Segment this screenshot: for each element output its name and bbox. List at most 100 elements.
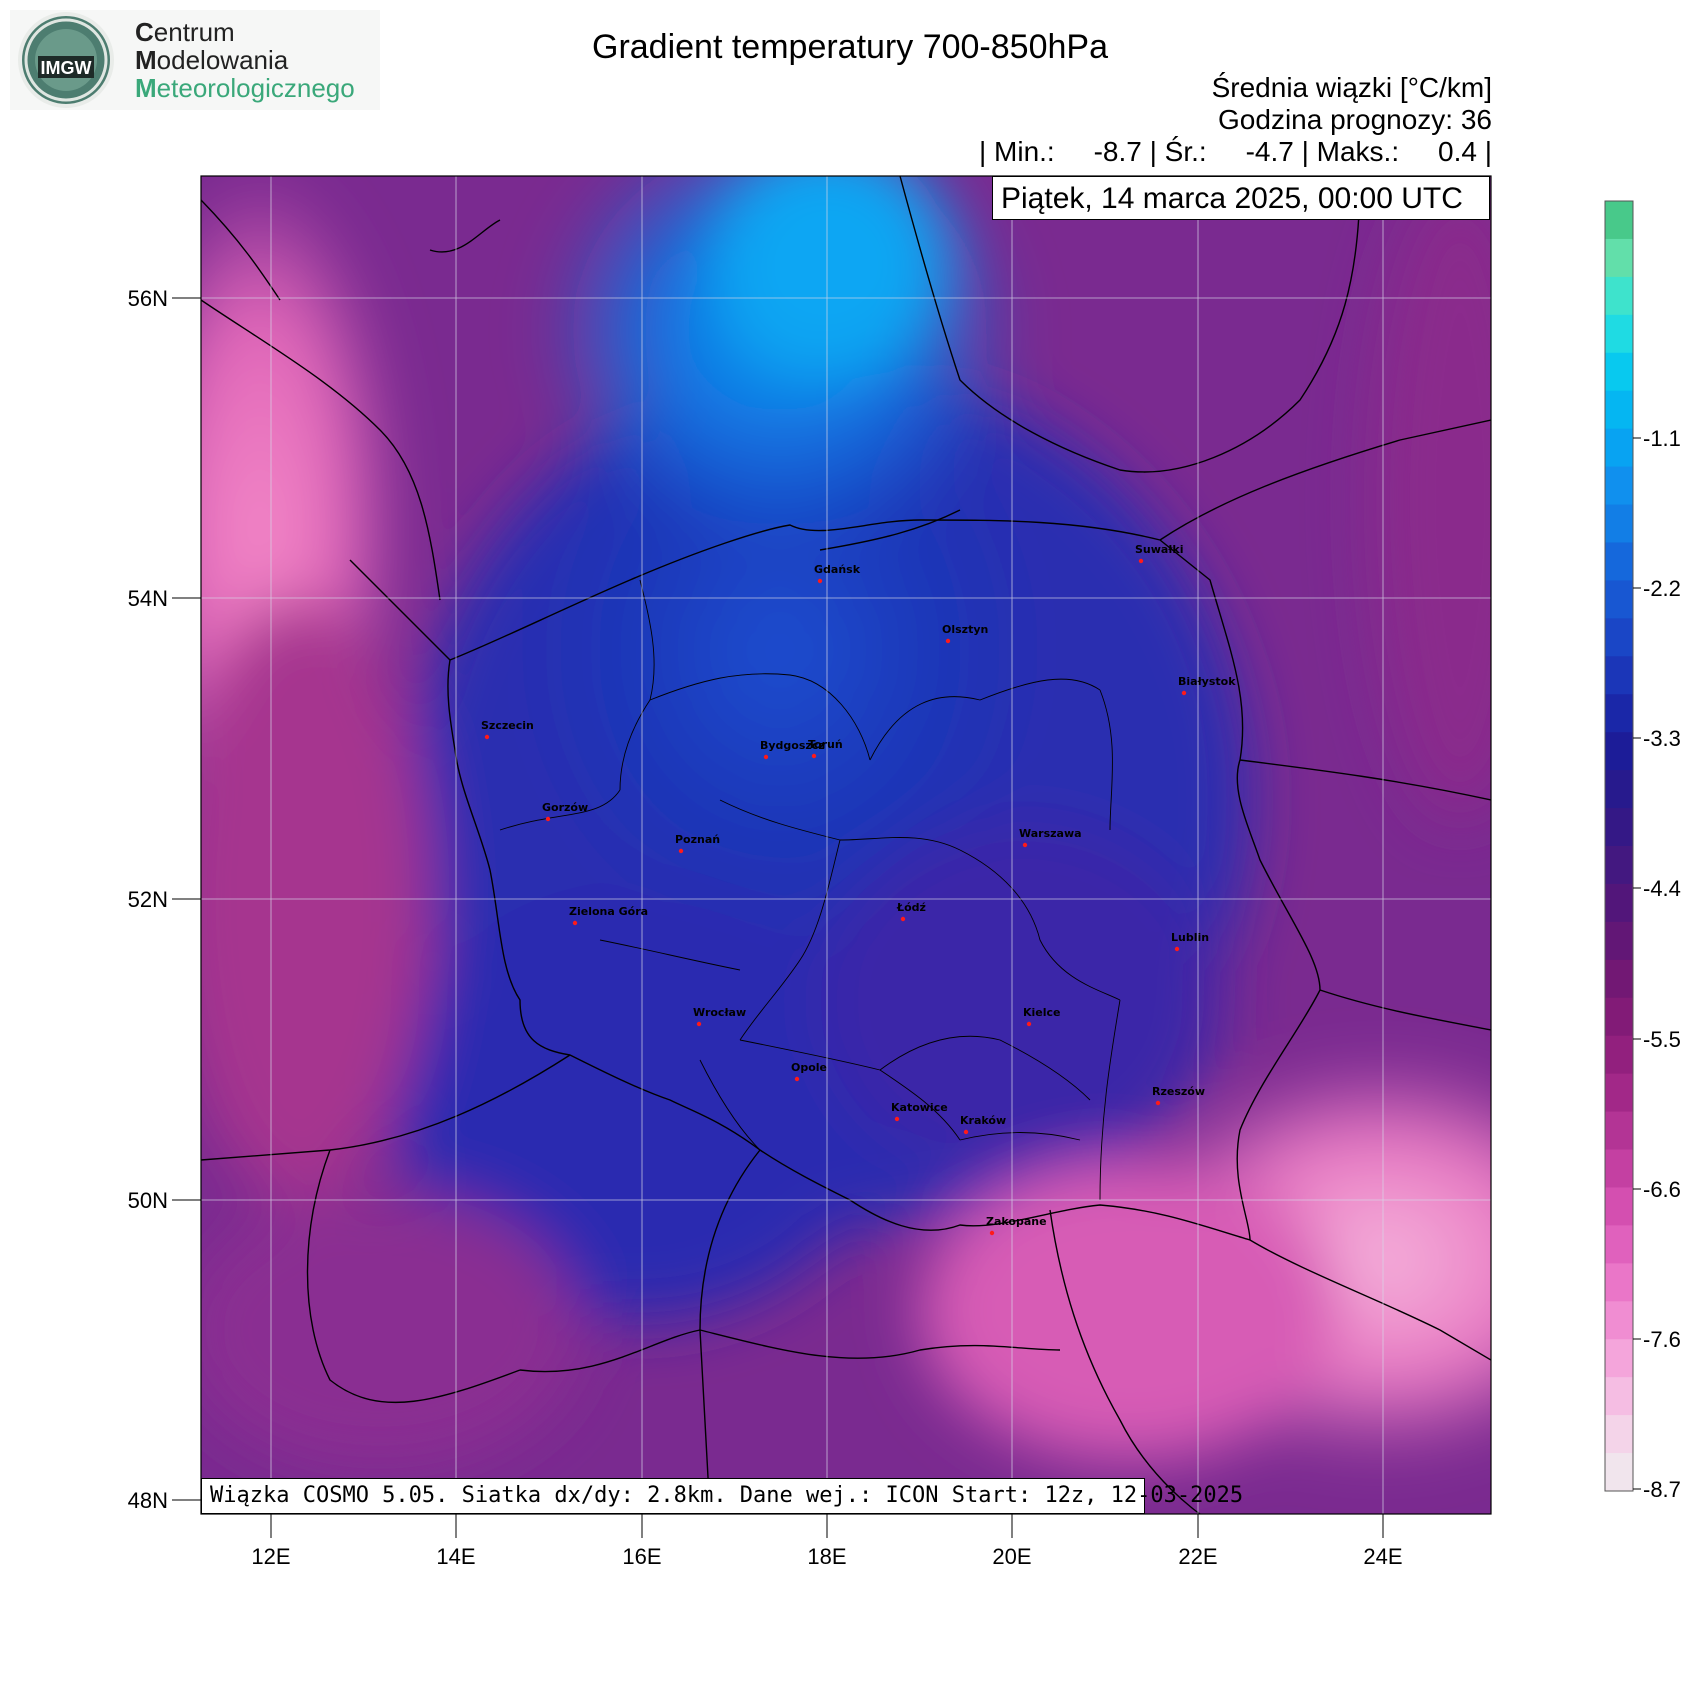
city-label: Kraków (960, 1114, 1006, 1127)
colorbar-frame (1604, 200, 1634, 1492)
city-label: Toruń (808, 738, 843, 751)
city-dot (794, 1076, 800, 1082)
logo-badge-text: IMGW (41, 58, 92, 78)
city-dot (811, 753, 817, 759)
city-dot (484, 734, 490, 740)
lon-tick-label: 20E (992, 1544, 1031, 1569)
city-dot (1022, 842, 1028, 848)
colorbar-label: -4.4 (1643, 876, 1681, 901)
city-label: Łódź (896, 901, 926, 914)
imgw-logo-icon: IMGW (18, 12, 114, 108)
city-dot (817, 578, 823, 584)
logo-line3-cap: M (135, 73, 157, 103)
colorbar-segment (1605, 846, 1633, 885)
logo-line1: entrum (153, 17, 235, 47)
colorbar-segment (1605, 504, 1633, 543)
city-dot (1155, 1100, 1161, 1106)
colorbar-segment (1605, 1111, 1633, 1151)
city-markers: Gdańsk Suwałki Olsztyn Białystok Szczecin Byd… (481, 543, 1236, 1236)
colorbar-segment (1605, 883, 1633, 923)
colorbar: -1.1 -2.2 -3.3 -4.4 -5.5 -6.6 -7.6 -8.7 (1604, 200, 1681, 1502)
colorbar-segment (1605, 1035, 1633, 1075)
colorbar-segment (1605, 1301, 1633, 1340)
city-label: Wrocław (693, 1006, 746, 1019)
graticule (201, 176, 1491, 1514)
lat-tick-label: 52N (128, 887, 168, 912)
city-label: Katowice (891, 1101, 948, 1114)
colorbar-segment (1605, 770, 1633, 809)
colorbar-label: -1.1 (1643, 426, 1681, 451)
colorbar-segment (1605, 732, 1633, 771)
colorbar-segment (1605, 1415, 1633, 1454)
logo-line2-cap: M (135, 45, 157, 75)
lon-tick-label: 12E (251, 1544, 290, 1569)
city-label: Bydgoszcz (760, 739, 825, 752)
colorbar-segment (1605, 201, 1633, 240)
colorbar-segment (1605, 618, 1633, 657)
longitude-axis: 12E 14E 16E 18E 20E 22E 24E (251, 1514, 1403, 1569)
lon-tick-label: 16E (622, 1544, 661, 1569)
colorbar-label: -5.5 (1643, 1027, 1681, 1052)
city-dot (678, 848, 684, 854)
lon-tick-label: 18E (807, 1544, 846, 1569)
city-dot (696, 1021, 702, 1027)
colorbar-segment (1605, 1149, 1633, 1188)
colorbar-label: -2.2 (1643, 576, 1681, 601)
colorbar-segment (1605, 1073, 1633, 1113)
colorbar-segment (1605, 580, 1633, 619)
city-dot (1026, 1021, 1032, 1027)
colorbar-label: -7.6 (1643, 1327, 1681, 1352)
colorbar-segment (1605, 921, 1633, 961)
lat-tick-label: 48N (128, 1488, 168, 1513)
city-label: Gorzów (542, 801, 588, 814)
colorbar-segment (1605, 1453, 1633, 1492)
lon-tick-label: 22E (1178, 1544, 1217, 1569)
colorbar-label: -8.7 (1643, 1477, 1681, 1502)
colorbar-segment (1605, 1187, 1633, 1226)
colorbar-segment (1605, 542, 1633, 581)
units-line: Średnia wiązki [°C/km] (1211, 72, 1492, 103)
city-label: Rzeszów (1152, 1085, 1205, 1098)
city-dot (1138, 558, 1144, 564)
lat-tick-label: 54N (128, 586, 168, 611)
colorbar-segment (1605, 314, 1633, 354)
colorbar-segment (1605, 997, 1633, 1037)
latitude-axis: 56N 54N 52N 50N 48N (128, 286, 201, 1513)
colorbar-segment (1605, 1225, 1633, 1264)
region-borders (499, 579, 1121, 1201)
city-label: Białystok (1178, 675, 1236, 688)
colorbar-segment (1605, 428, 1633, 468)
city-dot (963, 1129, 969, 1135)
logo-line2: odelowania (156, 45, 289, 75)
city-dot (1174, 946, 1180, 952)
map-frame (200, 175, 1492, 1515)
city-label: Opole (791, 1061, 827, 1074)
city-label: Warszawa (1019, 827, 1082, 840)
city-label: Lublin (1171, 931, 1209, 944)
lon-tick-label: 24E (1363, 1544, 1402, 1569)
logo-line1-cap: C (135, 17, 154, 47)
colorbar-segment (1605, 276, 1633, 316)
colorbar-segment (1605, 238, 1633, 278)
lat-tick-label: 56N (128, 286, 168, 311)
logo-wordmark: Centrum Modelowania Meteorologicznego (135, 18, 355, 102)
city-dot (894, 1116, 900, 1122)
city-dot (763, 754, 769, 760)
city-label: Suwałki (1135, 543, 1184, 556)
colorbar-label: -6.6 (1643, 1177, 1681, 1202)
city-label: Olsztyn (942, 623, 988, 636)
map-title: Gradient temperatury 700-850hPa (592, 28, 1108, 66)
colorbar-segment (1605, 656, 1633, 695)
stats-line: | Min.: -8.7 | Śr.: -4.7 | Maks.: 0.4 | (978, 136, 1492, 167)
colorbar-segment (1605, 1339, 1633, 1378)
logo-line3: eteorologicznego (156, 73, 355, 103)
colorbar-segment (1605, 808, 1633, 847)
colorbar-label: -3.3 (1643, 726, 1681, 751)
lat-tick-label: 50N (128, 1188, 168, 1213)
colorbar-segment (1605, 466, 1633, 506)
city-label: Gdańsk (814, 563, 861, 576)
lon-tick-label: 14E (436, 1544, 475, 1569)
city-label: Zielona Góra (569, 905, 648, 918)
forecast-hour-line: Godzina prognozy: 36 (1218, 104, 1492, 135)
country-borders (201, 176, 1491, 1514)
